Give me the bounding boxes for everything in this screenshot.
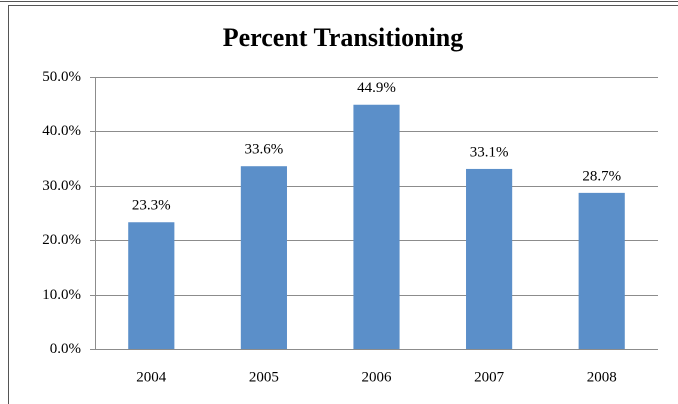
bar [466,168,513,349]
y-tick-label: 20.0% [42,232,81,248]
bar [128,222,175,349]
x-tick-label: 2008 [587,369,617,385]
data-label: 28.7% [582,168,621,184]
chart-title: Percent Transitioning [223,23,464,52]
bar [353,104,400,349]
y-tick-label: 10.0% [42,287,81,303]
y-tick-label: 50.0% [42,69,81,85]
x-tick-label: 2007 [474,369,505,385]
y-tick-label: 40.0% [42,123,81,139]
data-label: 33.6% [245,142,284,158]
y-tick-label: 0.0% [50,341,81,357]
data-label: 33.1% [470,144,509,160]
y-tick-label: 30.0% [42,178,81,194]
x-tick-label: 2006 [362,369,393,385]
x-tick-label: 2005 [249,369,279,385]
data-label: 23.3% [132,198,171,214]
x-tick-label: 2004 [136,369,167,385]
bar [578,192,625,349]
data-label: 44.9% [357,80,396,96]
bar [240,166,287,349]
